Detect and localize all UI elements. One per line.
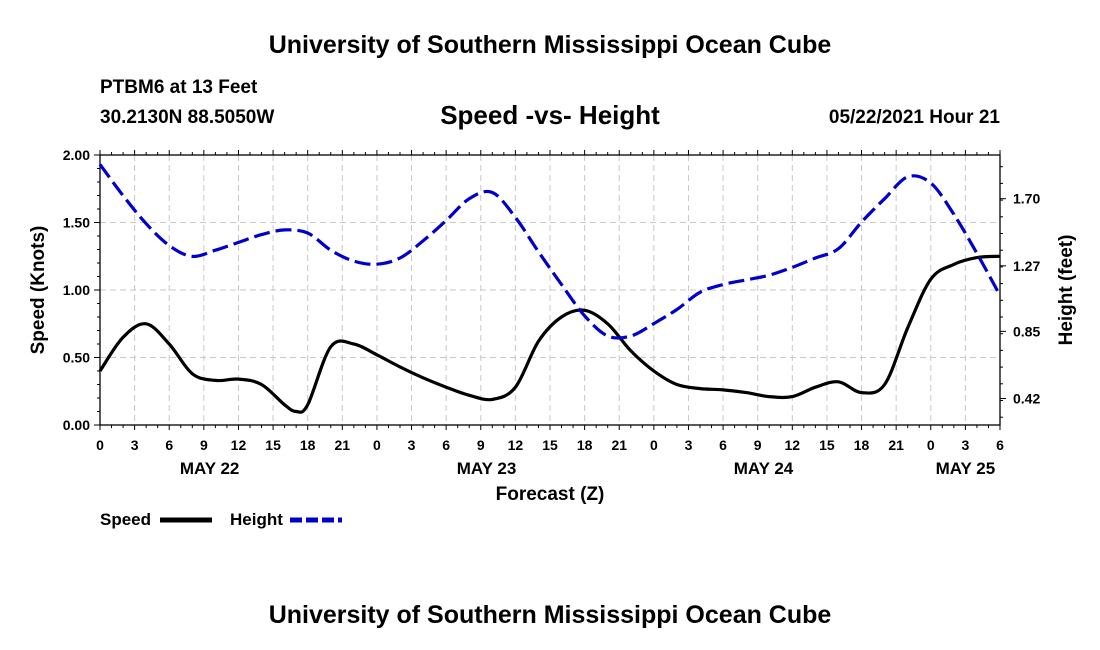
top-title: University of Southern Mississippi Ocean… [268,31,832,59]
legend-height-label: Height [230,510,283,529]
x-date-label: MAY 24 [734,459,794,478]
y-right-tick-label: 1.70 [1013,191,1040,207]
bottom-title: University of Southern Mississippi Ocean… [268,601,832,629]
x-tick-label: 12 [785,437,801,453]
x-tick-label: 9 [200,437,208,453]
x-tick-label: 3 [131,437,139,453]
y-axis-right-label: Height (feet) [1056,235,1077,346]
x-tick-label: 21 [888,437,904,453]
legend: Speed Height [100,510,342,529]
x-tick-label: 6 [719,437,727,453]
y-axis-left-label: Speed (Knots) [28,226,49,355]
x-tick-label: 18 [854,437,870,453]
x-tick-label: 0 [927,437,935,453]
x-tick-label: 9 [477,437,485,453]
x-date-label: MAY 22 [180,459,240,478]
y-right-tick-label: 1.27 [1013,258,1040,274]
x-tick-label: 12 [508,437,524,453]
series-lines [98,163,1002,414]
x-tick-label: 12 [231,437,247,453]
x-date-label: MAY 25 [936,459,996,478]
x-axis-label: Forecast (Z) [496,484,605,505]
height-series-line [98,163,1002,340]
chart-subtitle: Speed -vs- Height [440,100,660,130]
x-tick-label: 0 [96,437,104,453]
x-tick-label: 6 [442,437,450,453]
x-tick-label: 9 [754,437,762,453]
station-label: PTBM6 at 13 Feet [100,77,258,98]
x-tick-label: 15 [542,437,558,453]
y-right-tick-label: 0.42 [1013,390,1040,406]
y-left-tick-label: 2.00 [63,147,90,163]
speed-series-line [98,254,1001,414]
y-left-tick-label: 0.50 [63,350,90,366]
x-tick-label: 0 [373,437,381,453]
grid-lines [100,155,1000,425]
x-date-label: MAY 23 [457,459,517,478]
x-tick-label: 0 [650,437,658,453]
x-tick-label: 15 [265,437,281,453]
legend-speed-label: Speed [100,510,151,529]
x-tick-label: 21 [611,437,627,453]
axes: 0 3 6 9 12 15 18 21 0 3 6 9 12 15 18 21 0 3 6 9 12 15 18 21 0 3 6M… [63,147,1041,478]
x-tick-label: 6 [165,437,173,453]
x-tick-label: 18 [300,437,316,453]
timestamp-label: 05/22/2021 Hour 21 [828,107,1000,128]
y-right-tick-label: 0.85 [1013,323,1040,339]
x-tick-label: 3 [685,437,693,453]
x-tick-label: 15 [819,437,835,453]
x-tick-label: 6 [996,437,1004,453]
y-left-tick-label: 1.50 [63,215,90,231]
x-tick-label: 3 [408,437,416,453]
x-tick-label: 18 [577,437,593,453]
coordinates-label: 30.2130N 88.5050W [100,107,275,128]
x-tick-label: 3 [961,437,969,453]
x-tick-label: 21 [335,437,351,453]
y-left-tick-label: 0.00 [63,417,90,433]
y-left-tick-label: 1.00 [63,282,90,298]
